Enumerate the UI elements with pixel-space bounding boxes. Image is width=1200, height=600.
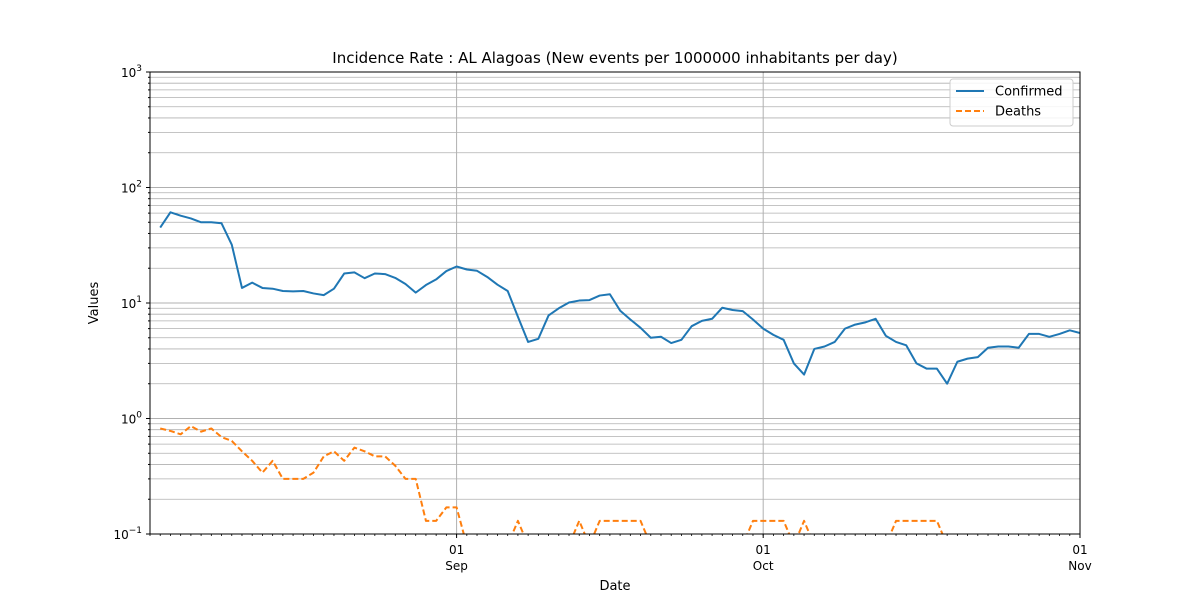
legend-label-confirmed: Confirmed: [995, 85, 1063, 100]
x-tick-label-month: Nov: [1068, 559, 1091, 573]
legend: Confirmed Deaths: [949, 78, 1074, 127]
x-axis-label: Date: [599, 579, 630, 594]
legend-label-deaths: Deaths: [995, 105, 1041, 120]
y-tick-label: 101: [121, 295, 142, 311]
y-tick-label: 100: [121, 411, 142, 427]
y-axis-label: Values: [87, 282, 102, 325]
series-line-deaths: [159, 425, 944, 534]
series-line-confirmed: [159, 211, 1080, 385]
y-tick-label: 103: [121, 64, 142, 80]
x-tick-label-month: Sep: [445, 559, 468, 573]
y-tick-label: 10−1: [113, 526, 142, 542]
series-lines: [159, 211, 1080, 534]
y-tick-label: 102: [121, 180, 142, 196]
axis-ticks: 10−1 100 101 102 103 01 Sep 01 Oct 01 Nov: [113, 64, 1091, 573]
x-tick-label-month: Oct: [753, 559, 774, 573]
x-tick-label-day: 01: [449, 543, 464, 557]
chart-title: Incidence Rate : AL Alagoas (New events …: [332, 49, 897, 67]
x-tick-label-day: 01: [756, 543, 771, 557]
x-tick-label-day: 01: [1072, 543, 1087, 557]
